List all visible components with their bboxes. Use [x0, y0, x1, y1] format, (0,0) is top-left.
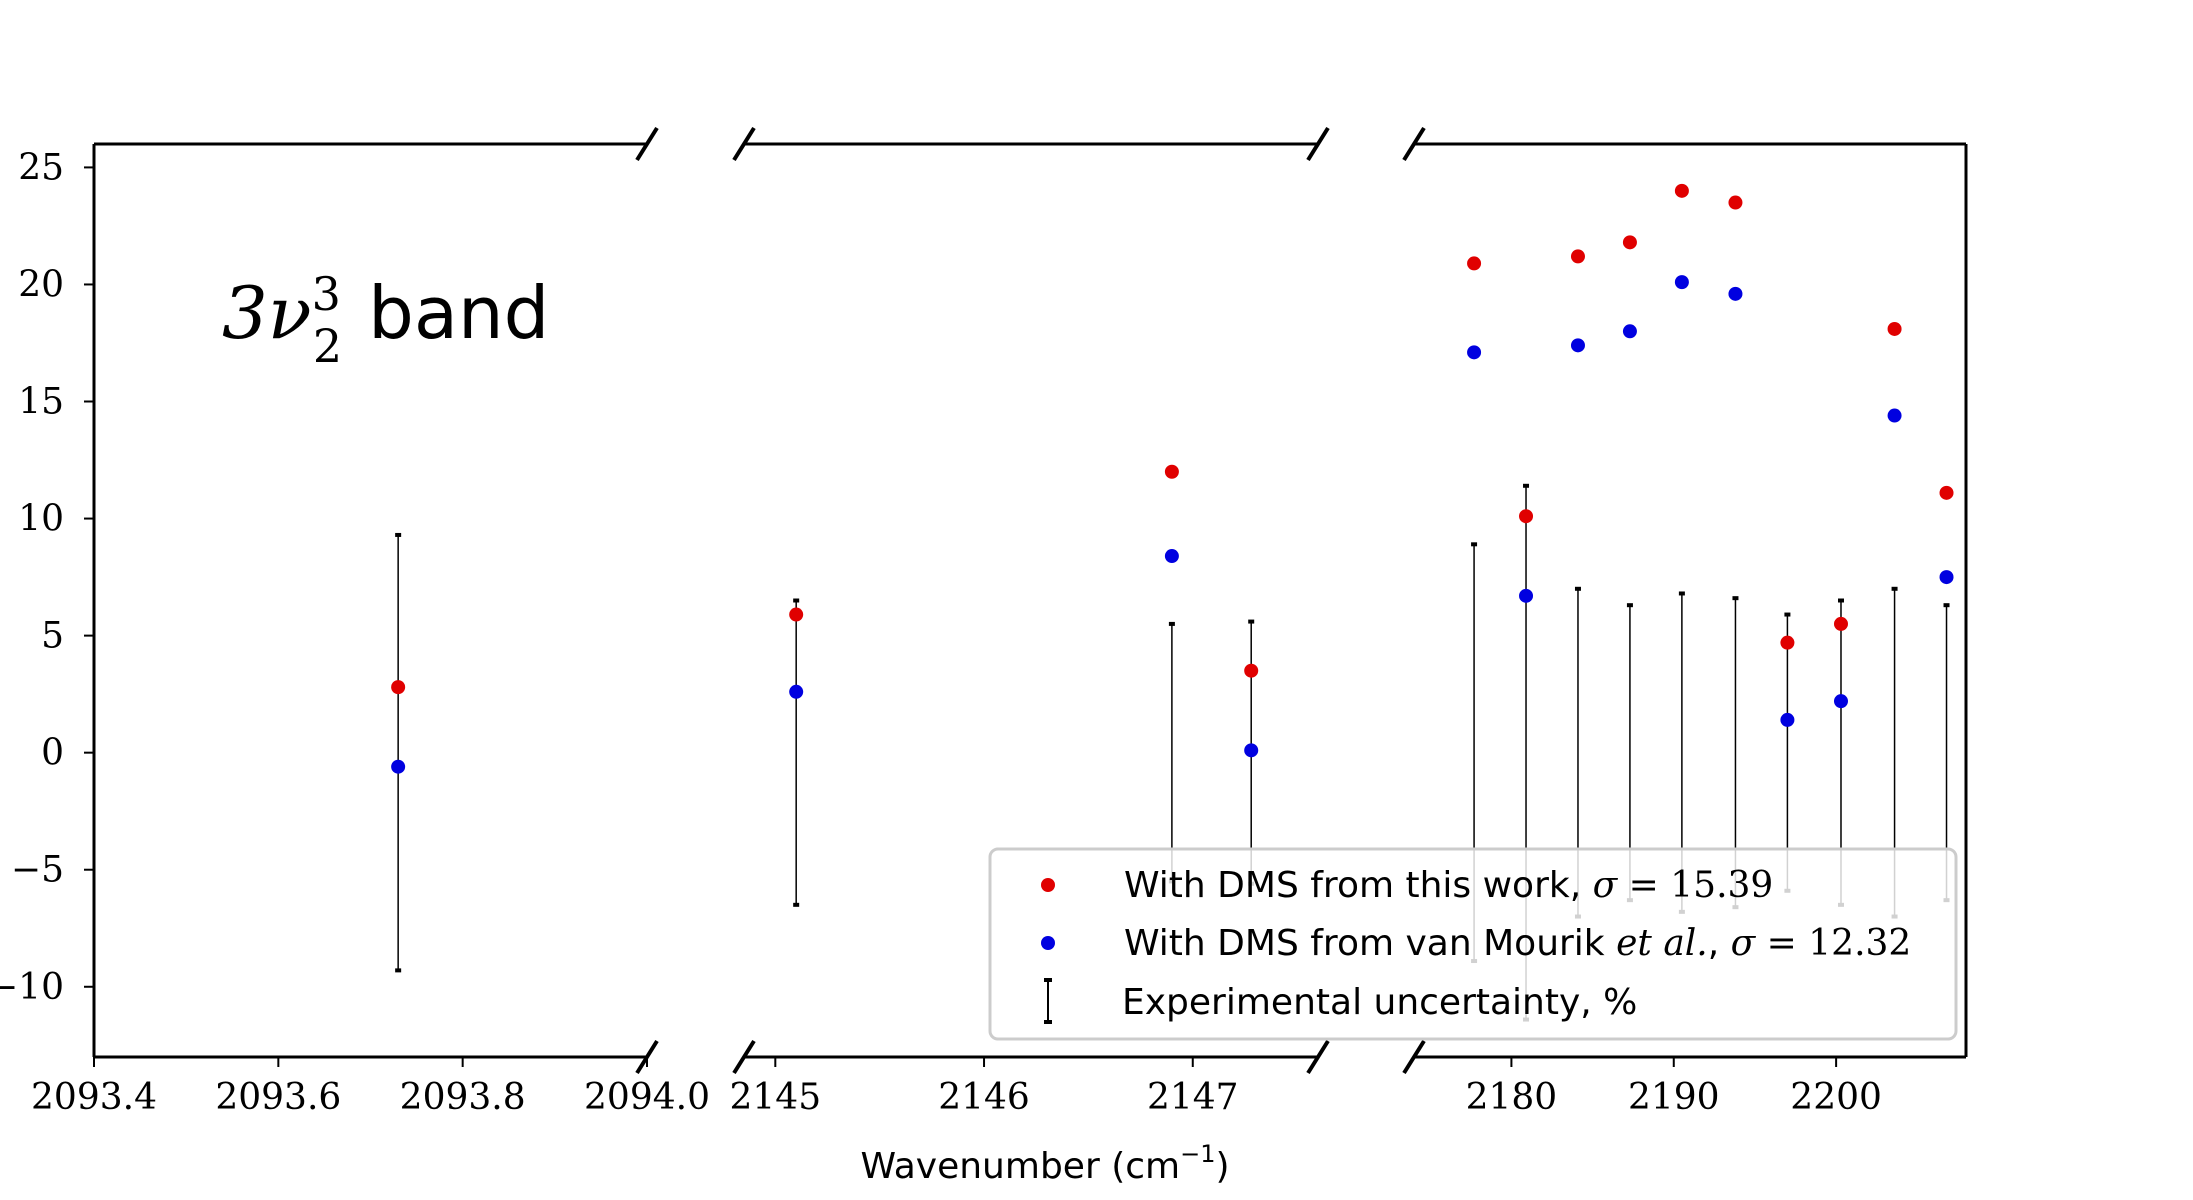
legend-marker-van-mourik — [1041, 936, 1055, 950]
band-annotation: 3ν3 2 band — [222, 267, 549, 373]
point-van-mourik — [789, 684, 804, 699]
legend-marker-this-work — [1041, 878, 1055, 892]
legend-label-van-mourik: With DMS from van Mourik et al., σ = 12.… — [1124, 923, 1911, 964]
point-this-work — [1244, 663, 1259, 678]
point-van-mourik — [1780, 712, 1795, 727]
axis-break-mark-0-0-0 — [635, 126, 659, 162]
band-annotation-subscript: 2 — [313, 319, 342, 373]
y-tick-label: 5 — [41, 616, 64, 657]
y-tick-label: 15 — [18, 382, 64, 423]
legend-label-uncertainty: Experimental uncertainty, % — [1122, 982, 1637, 1023]
axis-ticks: −10 −5 0 5 10 15 20 25 2093.4 2093.6 2093.8 2094.0 2… — [0, 147, 1882, 1118]
point-van-mourik — [1833, 694, 1848, 709]
data-points — [391, 183, 1954, 774]
point-this-work — [1622, 235, 1637, 250]
panel-frames — [92, 126, 1968, 1075]
point-this-work — [1164, 464, 1179, 479]
point-van-mourik — [391, 759, 406, 774]
y-tick-label: 25 — [18, 147, 64, 188]
axis-break-mark-1-1-1 — [1306, 1039, 1330, 1075]
point-this-work — [1519, 509, 1534, 524]
point-this-work — [1467, 256, 1482, 271]
axis-break-mark-1-1-0 — [1306, 126, 1330, 162]
point-this-work — [1674, 183, 1689, 198]
x-tick-label: 2093.8 — [400, 1077, 526, 1118]
x-axis-title-close: ) — [1216, 1146, 1230, 1187]
x-axis-title: Wavenumber (cm−1) — [860, 1140, 1229, 1187]
point-this-work — [1833, 616, 1848, 631]
x-tick-label: 2200 — [1790, 1077, 1882, 1118]
point-van-mourik — [1887, 408, 1902, 423]
point-van-mourik — [1164, 549, 1179, 564]
x-tick-label: 2180 — [1466, 1077, 1558, 1118]
point-van-mourik — [1939, 570, 1954, 585]
y-tick-label: 20 — [18, 264, 64, 305]
band-annotation-math: 3ν — [222, 271, 312, 355]
point-van-mourik — [1467, 345, 1482, 360]
point-this-work — [1780, 635, 1795, 650]
y-tick-label: −10 — [0, 967, 64, 1008]
y-tick-label: −5 — [11, 850, 64, 891]
point-this-work — [1939, 485, 1954, 500]
y-tick-label: 10 — [18, 499, 64, 540]
y-tick-label: 0 — [41, 733, 64, 774]
legend-label-this-work: With DMS from this work, σ = 15.39 — [1124, 865, 1773, 906]
axis-break-mark-1-0-0 — [732, 126, 756, 162]
legend-marker-uncertainty — [1044, 978, 1052, 1024]
axis-break-mark-1-0-1 — [732, 1039, 756, 1075]
x-tick-label: 2094.0 — [584, 1077, 710, 1118]
point-van-mourik — [1244, 743, 1259, 758]
point-this-work — [1887, 321, 1902, 336]
legend: With DMS from this work, σ = 15.39 With … — [988, 847, 1958, 1041]
x-tick-label: 2093.6 — [215, 1077, 341, 1118]
x-tick-label: 2190 — [1628, 1077, 1720, 1118]
legend-frame — [988, 847, 1958, 1041]
point-van-mourik — [1674, 275, 1689, 290]
x-axis-title-superscript: −1 — [1180, 1140, 1215, 1168]
band-annotation-superscript: 3 — [312, 267, 341, 321]
band-annotation-word: band — [368, 271, 549, 355]
point-this-work — [1728, 195, 1743, 210]
point-van-mourik — [1728, 286, 1743, 301]
x-axis-title-text: Wavenumber (cm — [860, 1146, 1180, 1187]
point-van-mourik — [1622, 324, 1637, 339]
x-tick-label: 2147 — [1147, 1077, 1239, 1118]
point-this-work — [1570, 249, 1585, 264]
point-van-mourik — [1570, 338, 1585, 353]
x-tick-label: 2093.4 — [31, 1077, 157, 1118]
point-this-work — [789, 607, 804, 622]
axis-break-mark-2-0-0 — [1402, 126, 1426, 162]
point-van-mourik — [1519, 588, 1534, 603]
x-tick-label: 2146 — [938, 1077, 1030, 1118]
axis-break-mark-2-0-1 — [1402, 1039, 1426, 1075]
point-this-work — [391, 680, 406, 695]
x-tick-label: 2145 — [729, 1077, 821, 1118]
